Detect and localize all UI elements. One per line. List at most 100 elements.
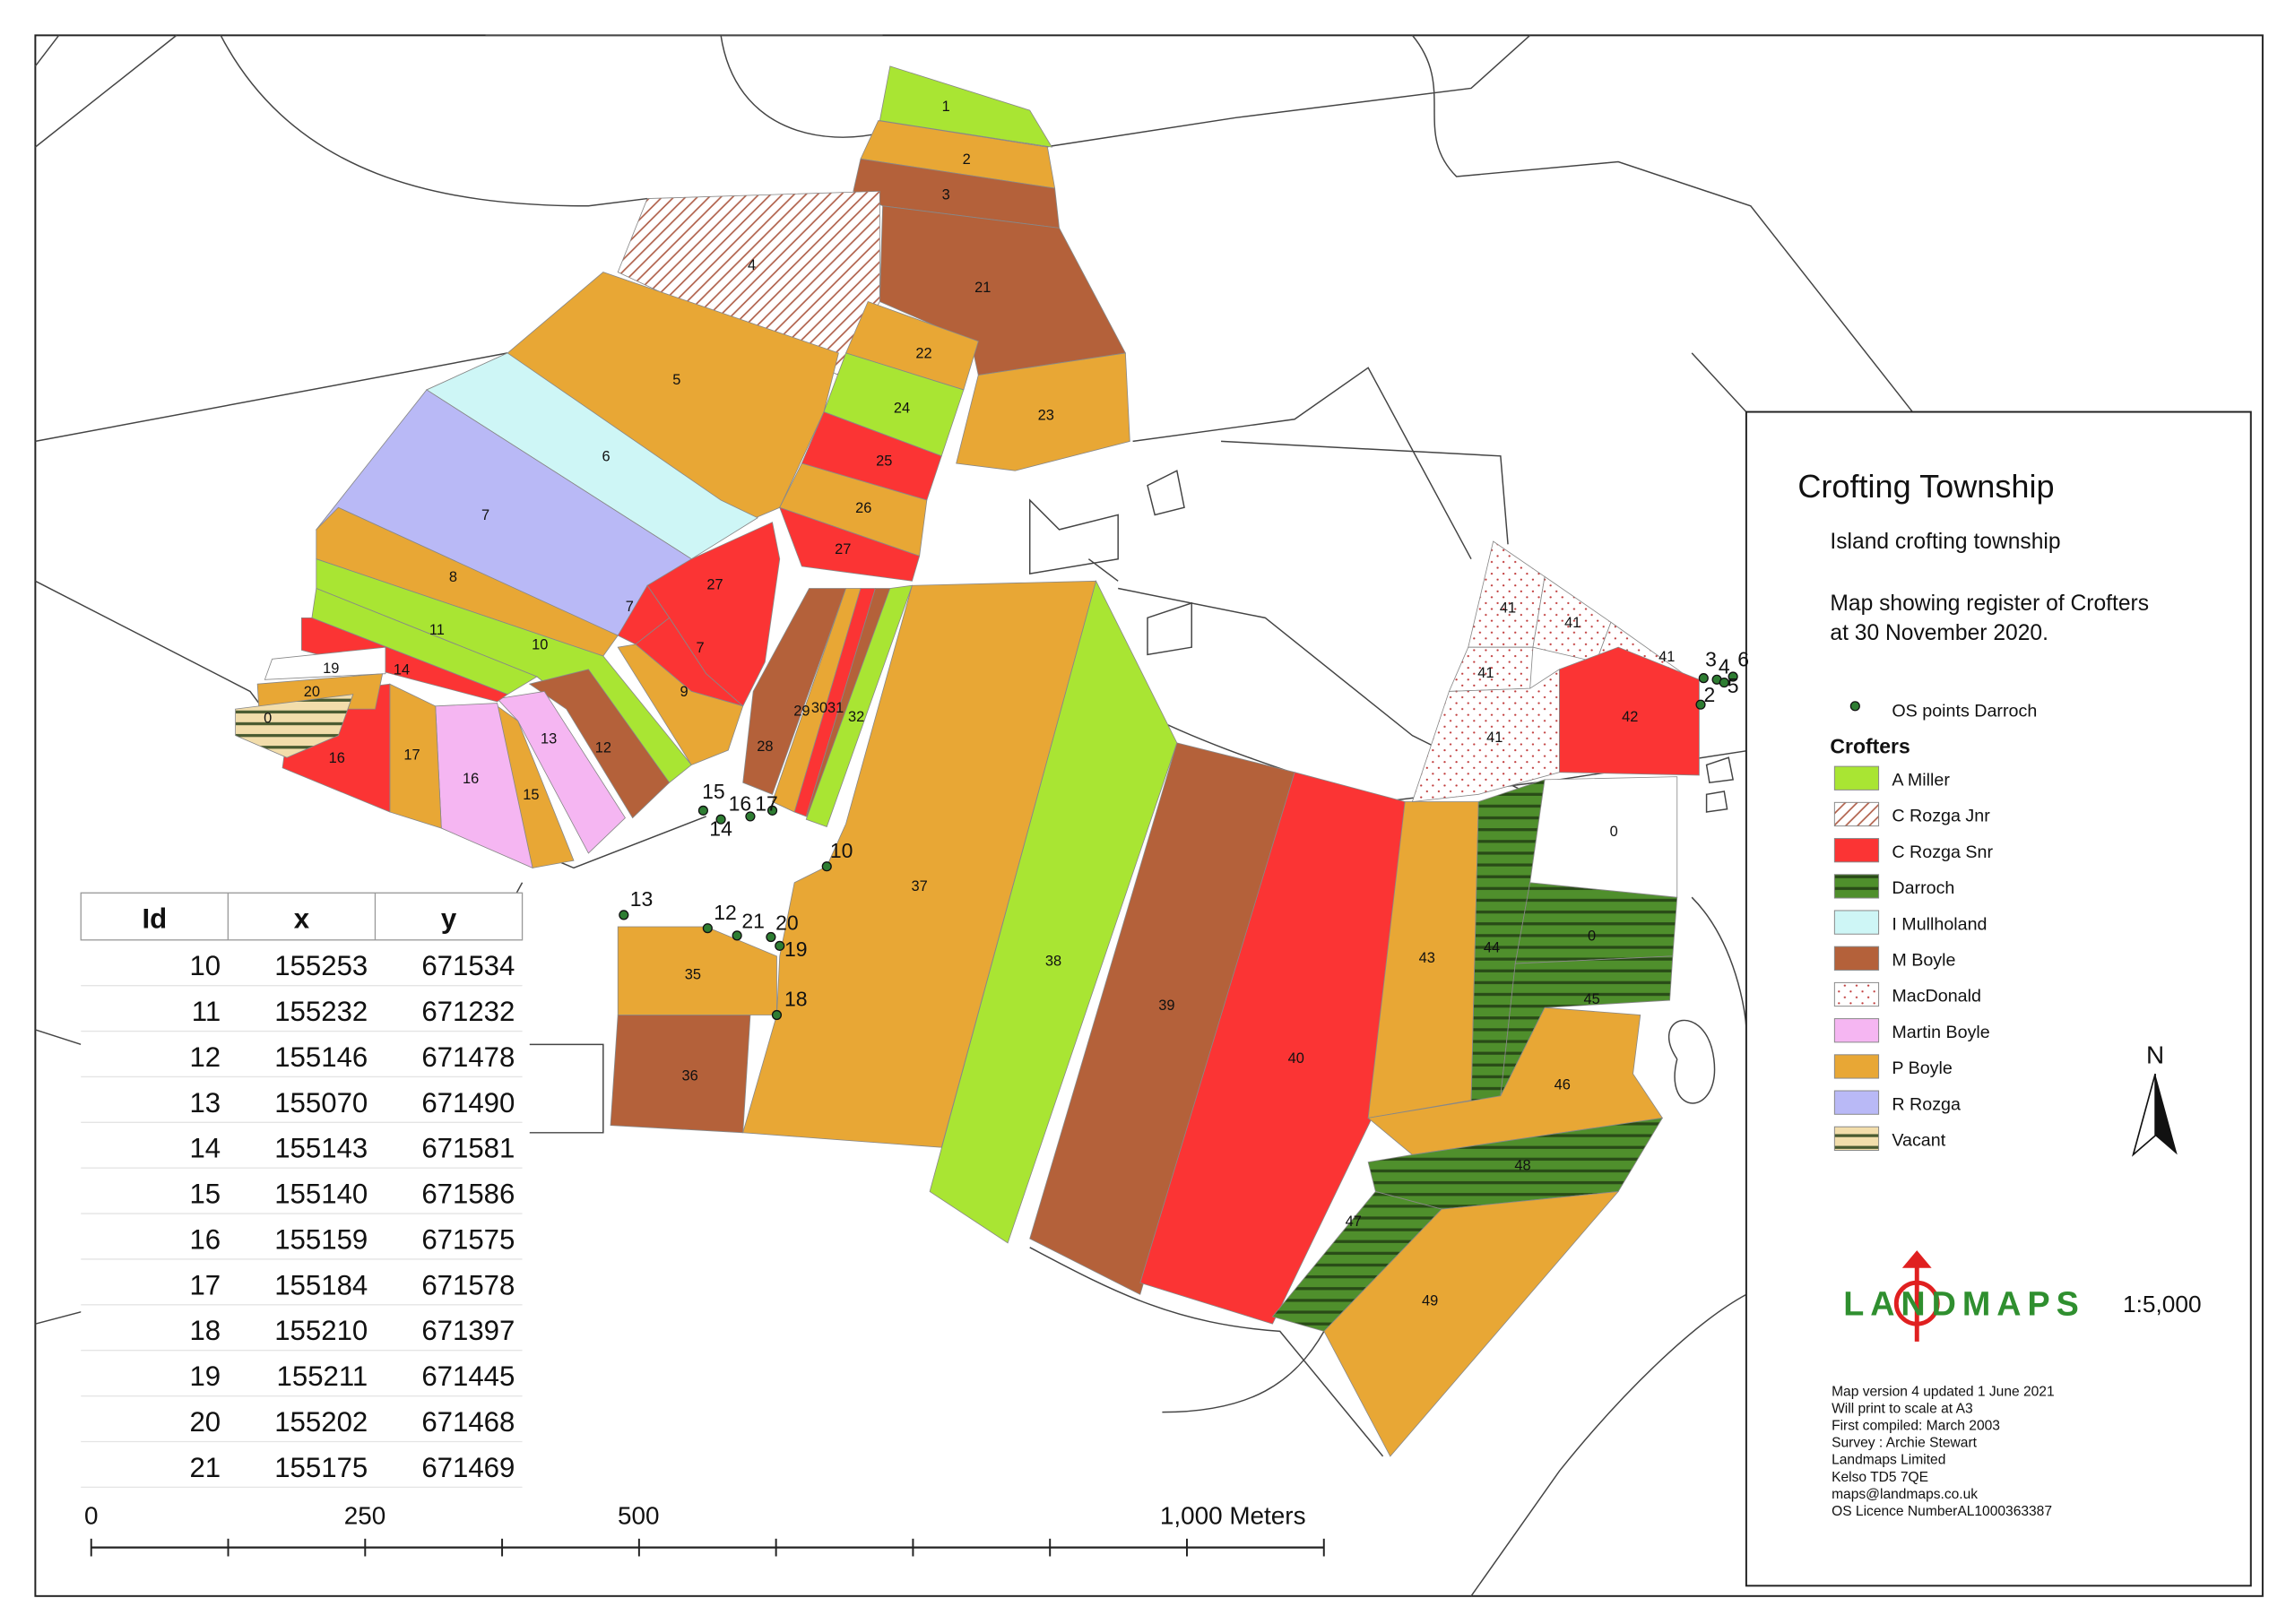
table-cell: 18 <box>189 1315 221 1346</box>
parcel-label: 11 <box>429 622 445 638</box>
parcel-label: 7 <box>697 640 705 656</box>
parcel-label: 41 <box>1486 730 1503 746</box>
os-points-legend: OS points Darroch <box>1892 701 2037 721</box>
parcel <box>528 669 671 819</box>
legend-swatch <box>1833 801 1880 827</box>
table-cell: 671575 <box>421 1223 515 1255</box>
os-point-label: 3 <box>1705 648 1717 671</box>
parcel-label: 36 <box>682 1068 698 1084</box>
table-cell: 155159 <box>274 1223 368 1255</box>
os-point <box>771 1009 783 1021</box>
parcel-label: 3 <box>942 186 950 203</box>
parcel-labels: 1232145222324252627672777810119121314151… <box>264 99 1675 1309</box>
legend-label: R Rozga <box>1892 1094 1961 1114</box>
os-point <box>1728 671 1738 682</box>
parcel-label: 16 <box>463 771 479 787</box>
table-cell: 10 <box>189 950 221 981</box>
scale-label: 1,000 Meters <box>1160 1501 1306 1529</box>
parcel-label: 41 <box>1500 600 1516 617</box>
map-scale: 1:5,000 <box>2123 1291 2202 1317</box>
note: Survey : Archie Stewart <box>1832 1436 1978 1451</box>
os-point-symbol <box>1849 701 1860 712</box>
parcel-label: 37 <box>912 878 928 894</box>
parcel <box>742 588 847 795</box>
legend-label: Vacant <box>1892 1131 1945 1151</box>
parcel-label: 27 <box>706 576 723 592</box>
parcel-label: 27 <box>835 541 851 557</box>
os-point-label: 10 <box>830 839 853 862</box>
table-cell: 671232 <box>421 996 515 1027</box>
parcel-label: 25 <box>876 453 892 469</box>
os-point-label: 20 <box>775 911 799 934</box>
legend-swatch <box>1833 1018 1880 1043</box>
legend-label: I Mullholand <box>1892 914 1987 934</box>
parcel-label: 40 <box>1288 1050 1304 1067</box>
os-point-label: 14 <box>709 816 732 840</box>
parcel-label: 15 <box>523 787 539 803</box>
parcel <box>301 617 509 703</box>
table-cell: 671581 <box>421 1133 515 1164</box>
parcel-label: 24 <box>894 400 910 416</box>
legend-swatch <box>1833 765 1880 790</box>
parcel-label: 16 <box>329 750 345 766</box>
os-point-label: 6 <box>1737 648 1749 671</box>
table-cell: 155140 <box>274 1179 368 1210</box>
os-point-label: 2 <box>1703 683 1715 706</box>
legend-label: Martin Boyle <box>1892 1023 1989 1042</box>
legend-swatch <box>1833 1090 1880 1115</box>
field-boundary <box>1470 1293 1747 1597</box>
parcel-label: 29 <box>793 703 810 719</box>
scale-label: 0 <box>84 1501 99 1529</box>
os-point-label: 19 <box>784 937 808 961</box>
building <box>1028 498 1192 656</box>
parcel <box>879 65 1053 148</box>
parcel-label: 8 <box>449 569 457 585</box>
parcel-label: 0 <box>264 711 272 727</box>
subtitle: Island crofting township <box>1830 530 2060 554</box>
table-cell: 671445 <box>421 1361 515 1392</box>
table-cell: 155202 <box>274 1406 368 1438</box>
os-point <box>715 814 726 825</box>
parcel <box>1559 646 1700 776</box>
table-cell: 12 <box>189 1041 221 1073</box>
parcel-label: 41 <box>1658 649 1675 665</box>
legend-swatch <box>1833 946 1880 971</box>
os-point-label: 21 <box>741 910 765 933</box>
parcel-label: 20 <box>304 684 320 700</box>
legend-label: M Boyle <box>1892 951 1955 971</box>
coast <box>1029 1247 1384 1457</box>
field-boundary <box>1044 34 1913 413</box>
table-cell: 15 <box>189 1179 221 1210</box>
parcel-label: 9 <box>680 684 688 700</box>
notes: Map version 4 updated 1 June 2021 Will pr… <box>1832 1385 2055 1519</box>
table-cell: 671490 <box>421 1087 515 1119</box>
parcel-label: 4 <box>748 257 756 273</box>
table-cell: 155175 <box>274 1452 368 1483</box>
parcel-label: 42 <box>1622 709 1638 725</box>
legend-frame <box>1745 410 2252 1587</box>
os-point <box>732 930 742 941</box>
table-cell: 155232 <box>274 996 368 1027</box>
table-cell: 19 <box>189 1361 221 1392</box>
parcel <box>779 506 921 582</box>
parcel <box>1139 772 1406 1325</box>
parcel-label: 12 <box>595 740 611 756</box>
parcel-label: 19 <box>323 661 339 677</box>
parcel-label: 32 <box>848 709 864 725</box>
os-point-label: 15 <box>702 780 725 803</box>
parcel <box>264 646 386 680</box>
description: at 30 November 2020. <box>1830 621 2048 645</box>
parcel <box>610 1015 751 1134</box>
legend-label: Darroch <box>1892 878 1954 898</box>
parcel-label: 5 <box>672 372 680 388</box>
field-boundary <box>220 34 883 207</box>
os-point <box>619 910 629 920</box>
note: Map version 4 updated 1 June 2021 <box>1832 1385 2055 1400</box>
legend-label: MacDonald <box>1892 987 1981 1006</box>
scale-label: 250 <box>344 1501 386 1529</box>
os-point <box>1719 677 1729 688</box>
parcel-label: 28 <box>757 739 773 755</box>
crofters-heading: Crofters <box>1830 734 1910 757</box>
